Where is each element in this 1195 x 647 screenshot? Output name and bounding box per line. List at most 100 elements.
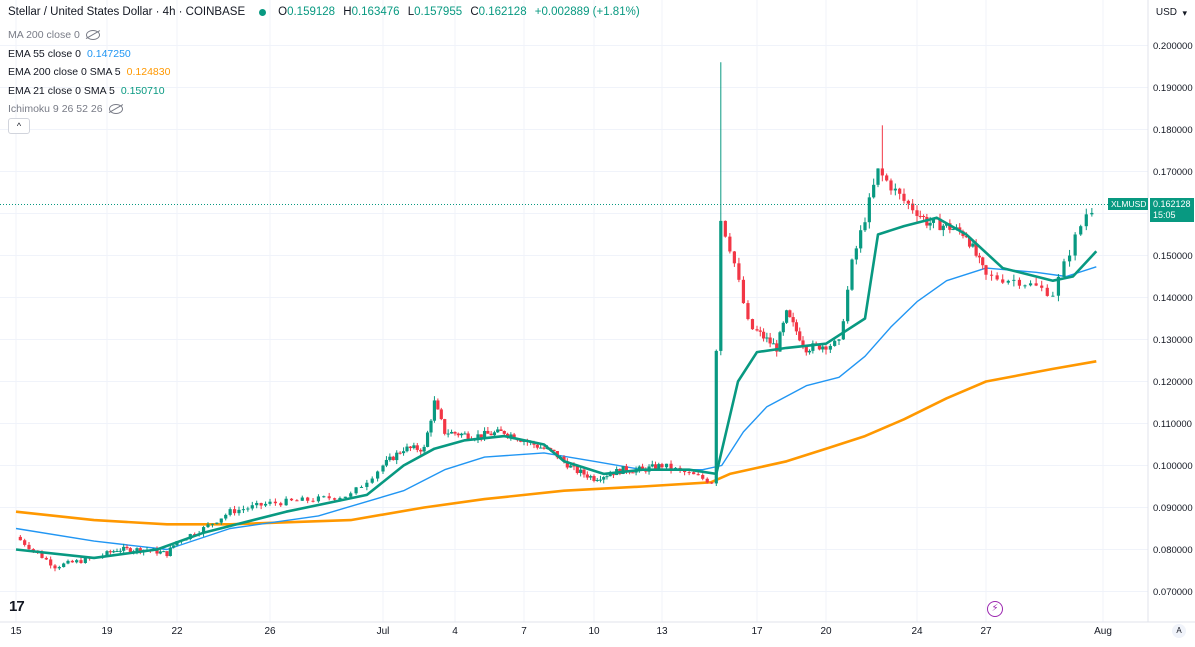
candle-body [1034, 283, 1038, 286]
symbol-header: Stellar / United States Dollar · 4h · CO… [8, 6, 645, 18]
eye-hidden-icon[interactable] [85, 30, 100, 41]
candle-body [311, 500, 315, 502]
candle-body [765, 337, 769, 339]
time-tick-label: 17 [751, 626, 763, 637]
candle-body [75, 560, 79, 563]
indicator-ema55[interactable]: EMA 55 close 0 0.147250 [8, 45, 170, 64]
candle-body [408, 446, 413, 449]
candle-body [828, 345, 832, 350]
candle-body [1062, 261, 1066, 277]
candle-body [1028, 283, 1033, 286]
candle-body [784, 310, 789, 323]
candle-body [885, 175, 889, 181]
time-tick-label: 15 [10, 626, 22, 637]
candle-body [918, 215, 922, 217]
candle-body [401, 451, 406, 454]
indicator-legend: MA 200 close 0 EMA 55 close 0 0.147250 EM… [8, 26, 170, 119]
time-tick-label: 27 [980, 626, 992, 637]
indicator-ma200[interactable]: MA 200 close 0 [8, 26, 170, 45]
candle-body [791, 317, 795, 323]
candle-body [761, 331, 766, 339]
candle-body [854, 248, 858, 260]
candle-body [459, 433, 464, 436]
symbol-title[interactable]: Stellar / United States Dollar · 4h · CO… [8, 6, 246, 18]
candle-body [880, 168, 884, 176]
last-price-badge: 0.162128 15:05 [1150, 198, 1194, 222]
candle-body [466, 433, 470, 439]
candle-body [863, 222, 867, 231]
candle-body [565, 461, 569, 468]
candle-body [300, 497, 304, 501]
candle-body [237, 509, 241, 514]
candle-body [775, 343, 779, 352]
candle-body [631, 472, 635, 474]
candle-body [479, 434, 483, 438]
eye-hidden-icon[interactable] [108, 104, 123, 115]
candle-body [768, 337, 772, 344]
candle-body [1001, 279, 1005, 283]
price-tick-label: 0.100000 [1153, 461, 1193, 472]
candle-body [376, 471, 380, 479]
candle-body [381, 465, 385, 472]
time-tick-label: 4 [452, 626, 458, 637]
candle-body [57, 567, 61, 569]
lightning-icon[interactable]: ⚡ [987, 601, 1003, 617]
candle-body [295, 500, 299, 502]
candle-body [419, 449, 423, 452]
time-axis[interactable]: 15 19 22 26 Jul 4 7 10 13 17 20 24 27 Aug [0, 621, 1195, 637]
time-tick-label: 22 [171, 626, 183, 637]
time-tick-label: Jul [377, 626, 390, 637]
price-tick-label: 0.180000 [1153, 125, 1193, 136]
candle-body [365, 482, 369, 487]
candle-body [241, 509, 246, 511]
time-tick-label: 7 [521, 626, 527, 637]
candle-body [705, 478, 709, 483]
candle-body [125, 546, 129, 549]
candle-body [122, 546, 126, 551]
candle-body [332, 498, 337, 500]
candle-body [653, 464, 658, 470]
candle-body [492, 432, 497, 436]
candle-body [112, 551, 116, 553]
candle-body [585, 474, 589, 478]
price-tick-label: 0.120000 [1153, 377, 1193, 388]
collapse-legend-button[interactable]: ^ [8, 118, 30, 134]
candle-body [359, 486, 364, 488]
ema55-path [15, 266, 1097, 551]
candle-body [206, 524, 210, 528]
candle-body [115, 550, 119, 552]
candle-body [1073, 234, 1077, 256]
candle-body [640, 466, 645, 469]
symbol-badge-label: XLMUSD [1111, 199, 1146, 209]
candle-body [201, 527, 206, 534]
candle-body [268, 501, 272, 504]
candle-body [322, 496, 326, 498]
candle-body [714, 350, 718, 484]
candle-body [1084, 214, 1088, 227]
candle-body [219, 518, 223, 523]
indicator-label: MA 200 close 0 [8, 29, 80, 41]
price-axis[interactable]: 0.2000000.1900000.1800000.1700000.160000… [1147, 0, 1193, 622]
candle-body [250, 505, 254, 509]
candle-body [405, 446, 409, 452]
tradingview-logo[interactable]: 17 [9, 598, 25, 615]
indicator-ema200[interactable]: EMA 200 close 0 SMA 5 0.124830 [8, 63, 170, 82]
candle-body [755, 329, 759, 331]
candle-body [172, 545, 176, 548]
candle-body [31, 549, 35, 551]
candle-body [512, 434, 516, 440]
indicator-ichimoku[interactable]: Ichimoku 9 26 52 26 [8, 100, 170, 119]
auto-scale-icon[interactable]: A [1172, 624, 1186, 638]
candle-body [158, 551, 162, 554]
candle-body [723, 220, 727, 237]
indicator-ema21[interactable]: EMA 21 close 0 SMA 5 0.150710 [8, 82, 170, 101]
candle-body [664, 463, 669, 468]
candle-body [232, 509, 237, 514]
currency-selector[interactable]: USD [1155, 7, 1177, 18]
candle-body [911, 203, 915, 211]
symbol-badge-bg [1108, 198, 1148, 210]
chevron-down-icon[interactable]: ▾ [1182, 8, 1187, 18]
candle-body [105, 551, 109, 556]
candle-body [701, 475, 705, 479]
